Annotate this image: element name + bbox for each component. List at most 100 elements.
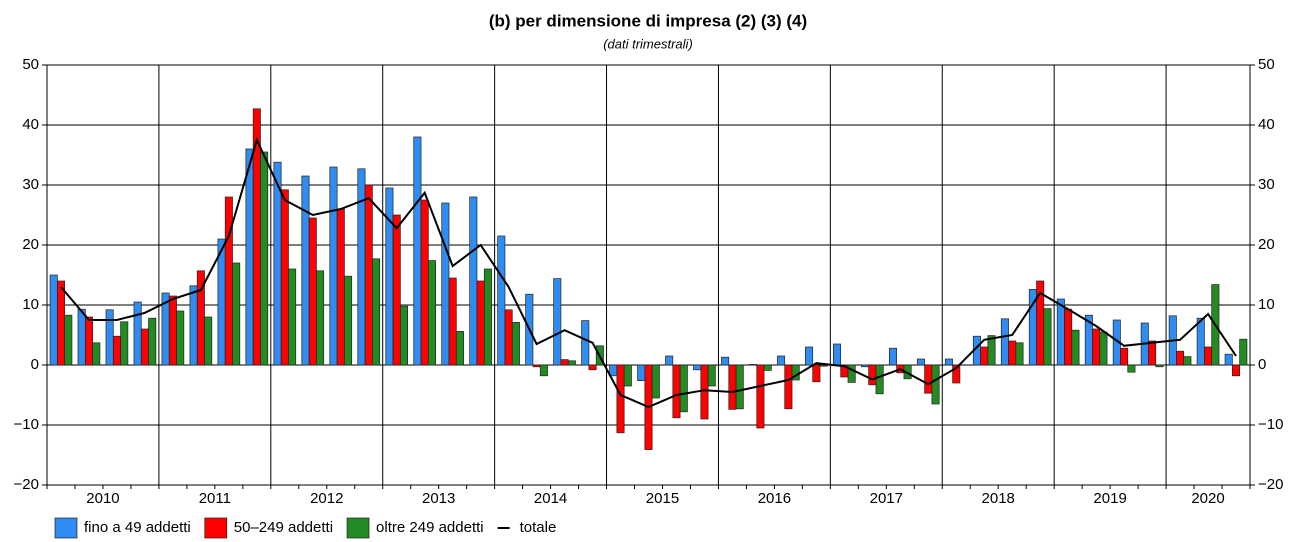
bar (987, 335, 996, 366)
x-tick-label: 2011 (199, 490, 231, 507)
bar (364, 184, 373, 366)
bar (1092, 328, 1101, 366)
bar (497, 235, 506, 366)
y2-tick-label: 20 (1258, 236, 1275, 253)
x-tick-label: 2017 (870, 490, 903, 507)
bar (385, 187, 394, 366)
legend-swatch (204, 517, 228, 539)
bar (539, 364, 548, 377)
bar (916, 358, 925, 366)
y-tick-label: 40 (22, 116, 39, 133)
bar (176, 310, 185, 366)
y2-tick-label: 50 (1258, 56, 1275, 73)
bar (567, 360, 576, 366)
y2-tick-label: 0 (1258, 356, 1266, 373)
y-tick-label: −10 (14, 416, 39, 433)
bar (400, 305, 409, 366)
bar (1071, 329, 1080, 366)
x-tick-label: 2010 (86, 490, 119, 507)
bar (344, 275, 353, 366)
bar (448, 277, 457, 366)
legend-label: totale (520, 519, 557, 536)
legend-label: fino a 49 addetti (84, 519, 191, 536)
bar (651, 364, 660, 399)
bar (875, 364, 884, 395)
bar (763, 364, 772, 371)
bar (756, 364, 765, 429)
y-tick-label: 30 (22, 176, 39, 193)
bar (133, 301, 142, 366)
bar (1127, 364, 1136, 373)
bar (105, 309, 114, 366)
y2-tick-label: −20 (1258, 476, 1283, 493)
bar (217, 238, 226, 366)
bar (1015, 342, 1024, 366)
bar (944, 358, 953, 366)
bar (420, 199, 429, 366)
bar (931, 364, 940, 405)
x-tick-label: 2013 (422, 490, 455, 507)
bar (189, 285, 198, 366)
bar (84, 316, 93, 366)
bar (427, 260, 436, 366)
bar (1155, 364, 1164, 368)
x-tick-label: 2014 (534, 490, 567, 507)
bar (308, 217, 317, 366)
y-tick-label: 20 (22, 236, 39, 253)
bar (980, 346, 989, 366)
bar (833, 343, 842, 366)
bar (168, 295, 177, 366)
y2-tick-label: 40 (1258, 116, 1275, 133)
bar (120, 321, 129, 366)
bar (232, 262, 241, 366)
bar (1000, 318, 1009, 366)
bar (581, 320, 590, 366)
bar (329, 166, 338, 366)
bar (672, 364, 681, 419)
x-tick-label: 2018 (982, 490, 1015, 507)
bar (728, 364, 737, 410)
legend-swatch (54, 517, 78, 539)
bar (372, 258, 381, 366)
y-tick-label: 10 (22, 296, 39, 313)
bar (280, 189, 289, 366)
bar (469, 196, 478, 366)
bar (532, 364, 541, 368)
x-tick-label: 2015 (646, 490, 679, 507)
bar (1183, 356, 1192, 366)
bar (413, 136, 422, 366)
bar (749, 364, 758, 366)
bar (1148, 340, 1157, 366)
bar (861, 364, 870, 368)
bar (812, 364, 821, 383)
bar (1120, 347, 1129, 366)
bar (357, 168, 366, 366)
bar (245, 148, 254, 366)
bar (140, 328, 149, 366)
bar (588, 364, 597, 371)
bar (1008, 340, 1017, 366)
y2-tick-label: 10 (1258, 296, 1275, 313)
bar (700, 364, 709, 420)
x-tick-label: 2012 (310, 490, 343, 507)
bar (679, 364, 688, 413)
bar (511, 322, 520, 366)
bar (805, 346, 814, 366)
bar (665, 355, 674, 366)
y-tick-label: 50 (22, 56, 39, 73)
bar (92, 342, 101, 366)
bar (609, 364, 618, 377)
bar (1056, 298, 1065, 366)
x-tick-label: 2016 (758, 490, 791, 507)
bar (504, 309, 513, 366)
bar (1204, 346, 1213, 366)
y-tick-label: −20 (14, 476, 39, 493)
bar (784, 364, 793, 410)
plot-frame (46, 64, 1251, 486)
bar (1224, 353, 1233, 366)
bar (1196, 317, 1205, 366)
bar (868, 364, 877, 386)
line (60, 137, 1237, 409)
bar (819, 364, 828, 367)
y2-tick-label: 30 (1258, 176, 1275, 193)
